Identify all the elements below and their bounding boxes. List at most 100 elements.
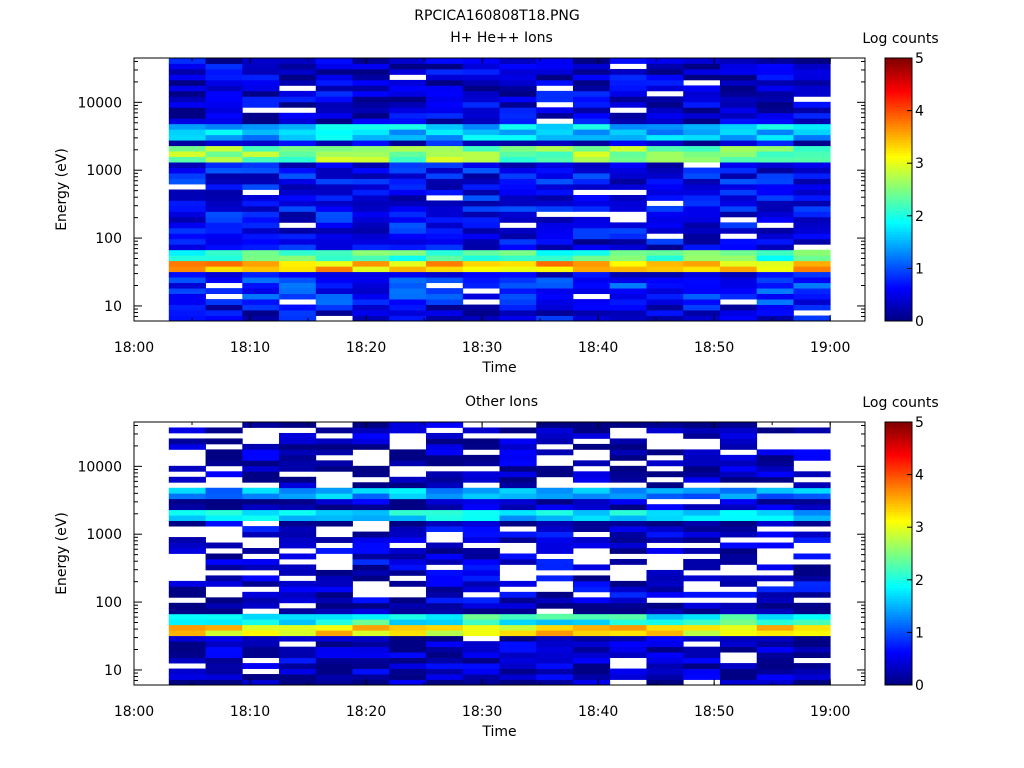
heatmap-cell <box>168 537 206 543</box>
heatmap-cell <box>168 194 206 201</box>
heatmap-cell <box>462 476 500 483</box>
heatmap-cell <box>242 63 280 70</box>
heatmap-cell <box>315 602 353 609</box>
heatmap-cell <box>389 493 427 500</box>
heatmap-cell <box>462 613 500 620</box>
heatmap-cell <box>793 299 831 305</box>
colorbar-segment <box>885 577 912 581</box>
heatmap-cell <box>756 608 794 615</box>
heatmap-cell <box>462 90 500 97</box>
heatmap-cell <box>352 101 390 108</box>
heatmap-cell <box>242 515 280 522</box>
heatmap-cell <box>719 493 758 500</box>
heatmap-cell <box>719 112 758 119</box>
heatmap-cell <box>683 558 721 565</box>
heatmap-cell <box>205 189 243 196</box>
heatmap-cell <box>279 162 317 168</box>
heatmap-cell <box>536 493 574 500</box>
colorbar-segment <box>885 252 912 256</box>
heatmap-cell <box>242 145 280 152</box>
heatmap-cell <box>352 266 390 273</box>
colorbar-segment <box>885 136 912 141</box>
heatmap-cell <box>389 460 427 467</box>
heatmap-cell <box>462 129 500 136</box>
heatmap-cell <box>389 233 427 240</box>
heatmap-cell <box>499 449 537 456</box>
heatmap-cell <box>572 652 611 659</box>
heatmap-cell <box>352 663 390 669</box>
heatmap-cell <box>242 96 280 103</box>
heatmap-cell <box>205 520 243 527</box>
colorbar-segment <box>885 268 912 272</box>
heatmap-cell <box>572 427 611 434</box>
heatmap-cell <box>646 134 684 141</box>
colorbar-segment <box>885 307 912 311</box>
heatmap-cell <box>756 227 794 234</box>
heatmap-cell <box>426 304 464 311</box>
heatmap-cell <box>646 216 684 223</box>
heatmap-cell <box>168 668 206 675</box>
heatmap-cell <box>462 641 500 648</box>
heatmap-cell <box>242 266 280 273</box>
heatmap-cell <box>352 74 390 81</box>
heatmap-cell <box>572 74 611 81</box>
heatmap-cell <box>279 476 317 483</box>
heatmap-cell <box>499 293 537 300</box>
heatmap-cell <box>426 432 464 439</box>
heatmap-cell <box>315 304 353 311</box>
heatmap-cell <box>793 575 831 582</box>
heatmap-cell <box>352 531 390 538</box>
colorbar-segment <box>885 271 912 275</box>
heatmap-cell <box>462 304 500 311</box>
heatmap-cell <box>389 580 427 587</box>
heatmap-cell <box>242 101 280 108</box>
heatmap-cell <box>315 68 353 75</box>
heatmap-cell <box>683 668 721 675</box>
heatmap-cell <box>719 288 758 295</box>
heatmap-cell <box>536 167 574 174</box>
heatmap-cell <box>242 422 280 428</box>
heatmap-cell <box>168 504 206 511</box>
heatmap-cell <box>683 112 721 119</box>
heatmap-cell <box>352 288 390 295</box>
heatmap-cell <box>536 304 574 311</box>
heatmap-cell <box>646 68 684 75</box>
colorbar-segment <box>885 608 912 612</box>
heatmap-cell <box>315 244 353 251</box>
heatmap-cell <box>572 526 611 532</box>
heatmap-cell <box>683 657 721 664</box>
heatmap-cell <box>315 674 353 680</box>
heatmap-cell <box>719 162 758 168</box>
heatmap-cell <box>756 564 794 571</box>
heatmap-cell <box>646 569 684 576</box>
colorbar-segment <box>885 464 912 468</box>
heatmap-cell <box>315 194 353 201</box>
heatmap-cell <box>499 304 537 311</box>
heatmap-cell <box>756 657 794 664</box>
heatmap-cell <box>609 641 647 648</box>
heatmap-cell <box>168 641 206 648</box>
heatmap-cell <box>646 493 684 500</box>
heatmap-cell <box>242 493 280 500</box>
colorbar-segment <box>885 68 912 72</box>
heatmap-cell <box>168 112 206 119</box>
heatmap-cell <box>609 315 647 322</box>
heatmap-cell <box>499 679 537 686</box>
heatmap-cell <box>462 167 500 174</box>
heatmap-cell <box>426 487 464 494</box>
heatmap-cell <box>389 454 427 461</box>
heatmap-cell <box>352 537 390 543</box>
heatmap-cell <box>279 260 317 267</box>
heatmap-cell <box>242 564 280 571</box>
heatmap-cell <box>242 244 280 251</box>
colorbar-segment <box>885 511 912 515</box>
heatmap-cell <box>646 586 684 593</box>
heatmap-cell <box>499 74 537 81</box>
heatmap-cell <box>572 471 611 478</box>
colorbar-segment <box>885 81 912 85</box>
heatmap-cell <box>462 227 500 234</box>
heatmap-cell <box>719 619 758 626</box>
heatmap-cell <box>315 211 353 218</box>
heatmap-cell <box>279 249 317 256</box>
heatmap-cell <box>279 493 317 500</box>
